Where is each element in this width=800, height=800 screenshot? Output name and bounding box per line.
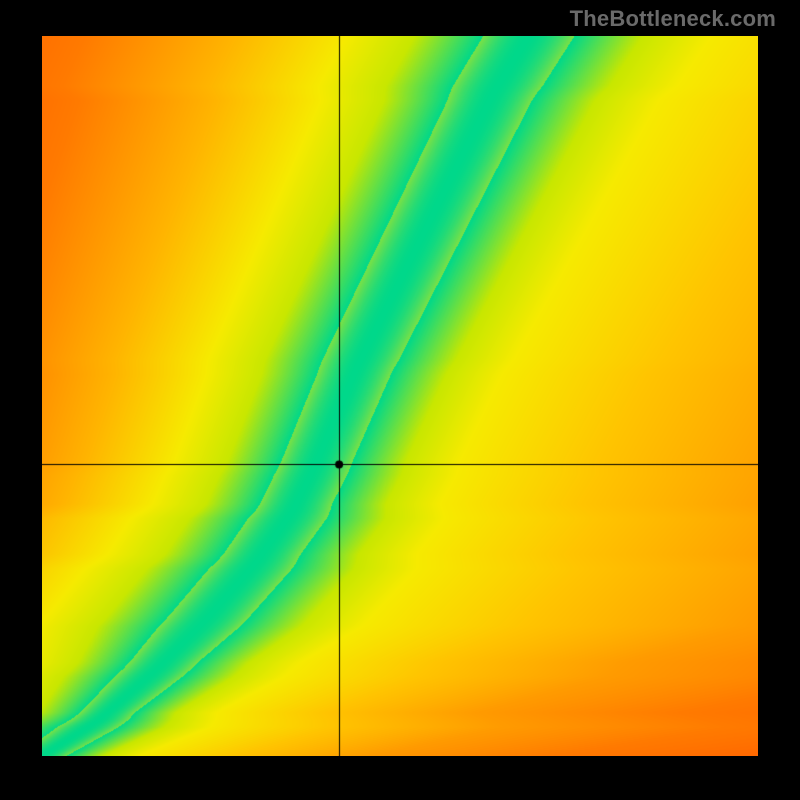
watermark-label: TheBottleneck.com bbox=[570, 6, 776, 32]
chart-stage: TheBottleneck.com bbox=[0, 0, 800, 800]
bottleneck-heatmap bbox=[42, 36, 758, 756]
